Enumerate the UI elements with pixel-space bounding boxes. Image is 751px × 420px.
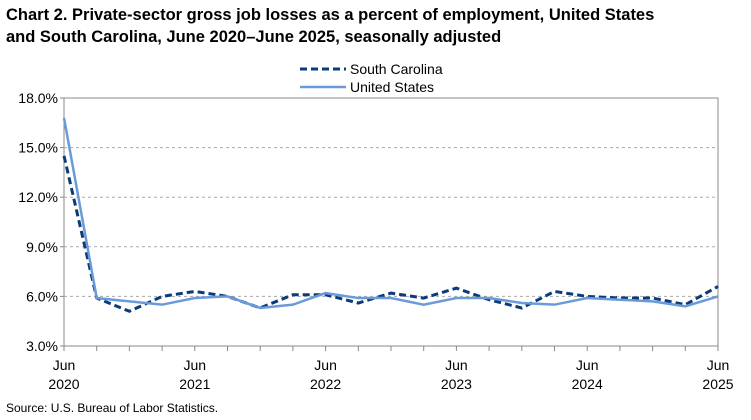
y-tick-label: 3.0% bbox=[26, 338, 58, 354]
chart-title-line: Chart 2. Private-sector gross job losses… bbox=[6, 6, 654, 24]
x-tick-label: Jun bbox=[314, 357, 337, 373]
x-tick-label: Jun bbox=[184, 357, 207, 373]
x-tick-label: 2025 bbox=[702, 376, 733, 392]
x-tick-label: 2021 bbox=[179, 376, 210, 392]
legend-label: South Carolina bbox=[350, 61, 443, 77]
y-tick-label: 18.0% bbox=[18, 90, 58, 106]
y-tick-label: 6.0% bbox=[26, 288, 58, 304]
x-tick-label: Jun bbox=[445, 357, 468, 373]
y-tick-label: 15.0% bbox=[18, 140, 58, 156]
x-tick-label: 2024 bbox=[572, 376, 603, 392]
x-tick-label: Jun bbox=[707, 357, 730, 373]
chart-title-line: and South Carolina, June 2020–June 2025,… bbox=[6, 28, 501, 46]
x-tick-label: 2022 bbox=[310, 376, 341, 392]
source-note: Source: U.S. Bureau of Labor Statistics. bbox=[6, 401, 218, 415]
legend-label: United States bbox=[350, 79, 434, 95]
x-tick-label: Jun bbox=[576, 357, 599, 373]
plot-frame bbox=[63, 97, 719, 347]
series-line bbox=[62, 155, 719, 313]
x-tick-label: 2023 bbox=[441, 376, 472, 392]
x-tick-label: 2020 bbox=[48, 376, 79, 392]
y-tick-label: 9.0% bbox=[26, 239, 58, 255]
x-tick-label: Jun bbox=[53, 357, 76, 373]
y-tick-label: 12.0% bbox=[18, 189, 58, 205]
series-line bbox=[62, 117, 719, 310]
